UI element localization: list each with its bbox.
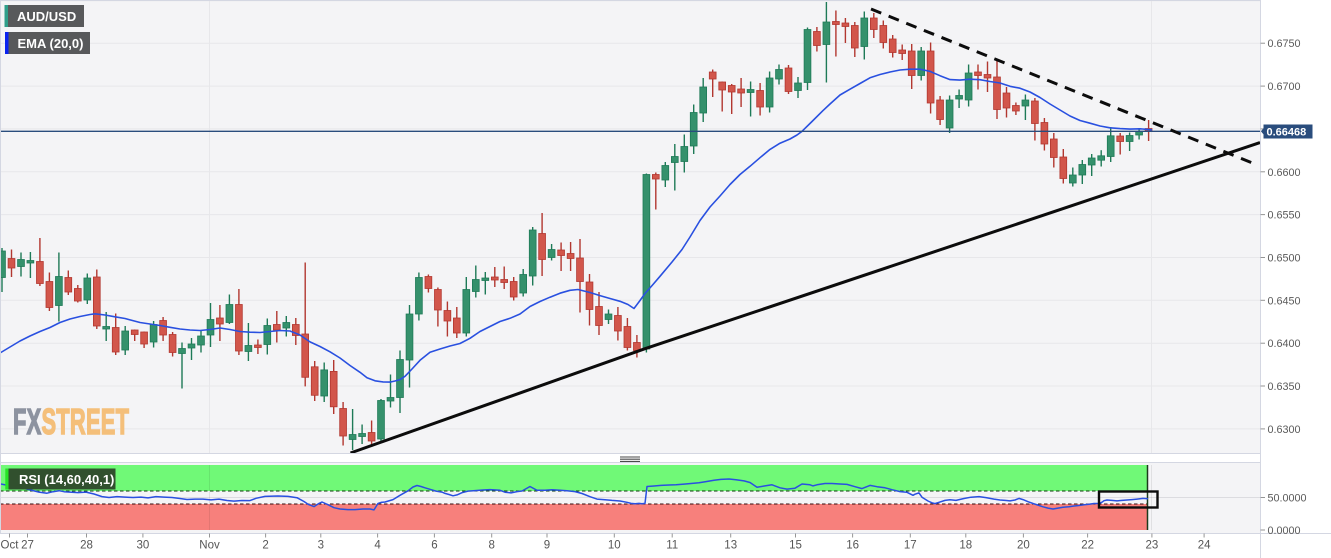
svg-text:0.6700: 0.6700 [1268,81,1301,93]
svg-text:16: 16 [846,540,859,552]
svg-text:0.6500: 0.6500 [1268,253,1301,265]
svg-text:20: 20 [1017,540,1030,552]
svg-text:6: 6 [431,540,437,552]
svg-text:0.6750: 0.6750 [1268,38,1301,50]
svg-text:24: 24 [1198,540,1211,552]
svg-text:11: 11 [666,540,678,552]
svg-text:28: 28 [80,540,93,552]
svg-text:50.0000: 50.0000 [1268,493,1307,505]
svg-text:30: 30 [137,540,150,552]
svg-text:27: 27 [21,540,34,552]
svg-text:0.66468: 0.66468 [1267,127,1307,139]
svg-text:15: 15 [789,540,802,552]
svg-text:0.6400: 0.6400 [1268,338,1301,350]
svg-text:Nov: Nov [199,540,220,552]
svg-text:FXSTREET: FXSTREET [13,402,129,442]
svg-text:0.6450: 0.6450 [1268,295,1301,307]
svg-text:0.6350: 0.6350 [1268,381,1301,393]
svg-text:0.6300: 0.6300 [1268,424,1301,436]
svg-text:2: 2 [262,540,268,552]
svg-text:22: 22 [1081,540,1094,552]
svg-text:0.6600: 0.6600 [1268,167,1301,179]
svg-text:10: 10 [608,540,621,552]
svg-text:8: 8 [488,540,494,552]
svg-text:4: 4 [374,540,381,552]
svg-text:AUD/USD: AUD/USD [17,9,76,24]
svg-text:0.0000: 0.0000 [1268,525,1301,537]
svg-text:9: 9 [544,540,550,552]
svg-text:3: 3 [318,540,324,552]
svg-text:18: 18 [959,540,972,552]
svg-text:0.6550: 0.6550 [1268,210,1301,222]
svg-text:17: 17 [904,540,917,552]
svg-text:RSI (14,60,40,1): RSI (14,60,40,1) [19,472,114,487]
svg-text:EMA (20,0): EMA (20,0) [18,36,84,51]
svg-text:Oct: Oct [1,540,20,552]
svg-text:23: 23 [1146,540,1159,552]
svg-text:13: 13 [724,540,737,552]
